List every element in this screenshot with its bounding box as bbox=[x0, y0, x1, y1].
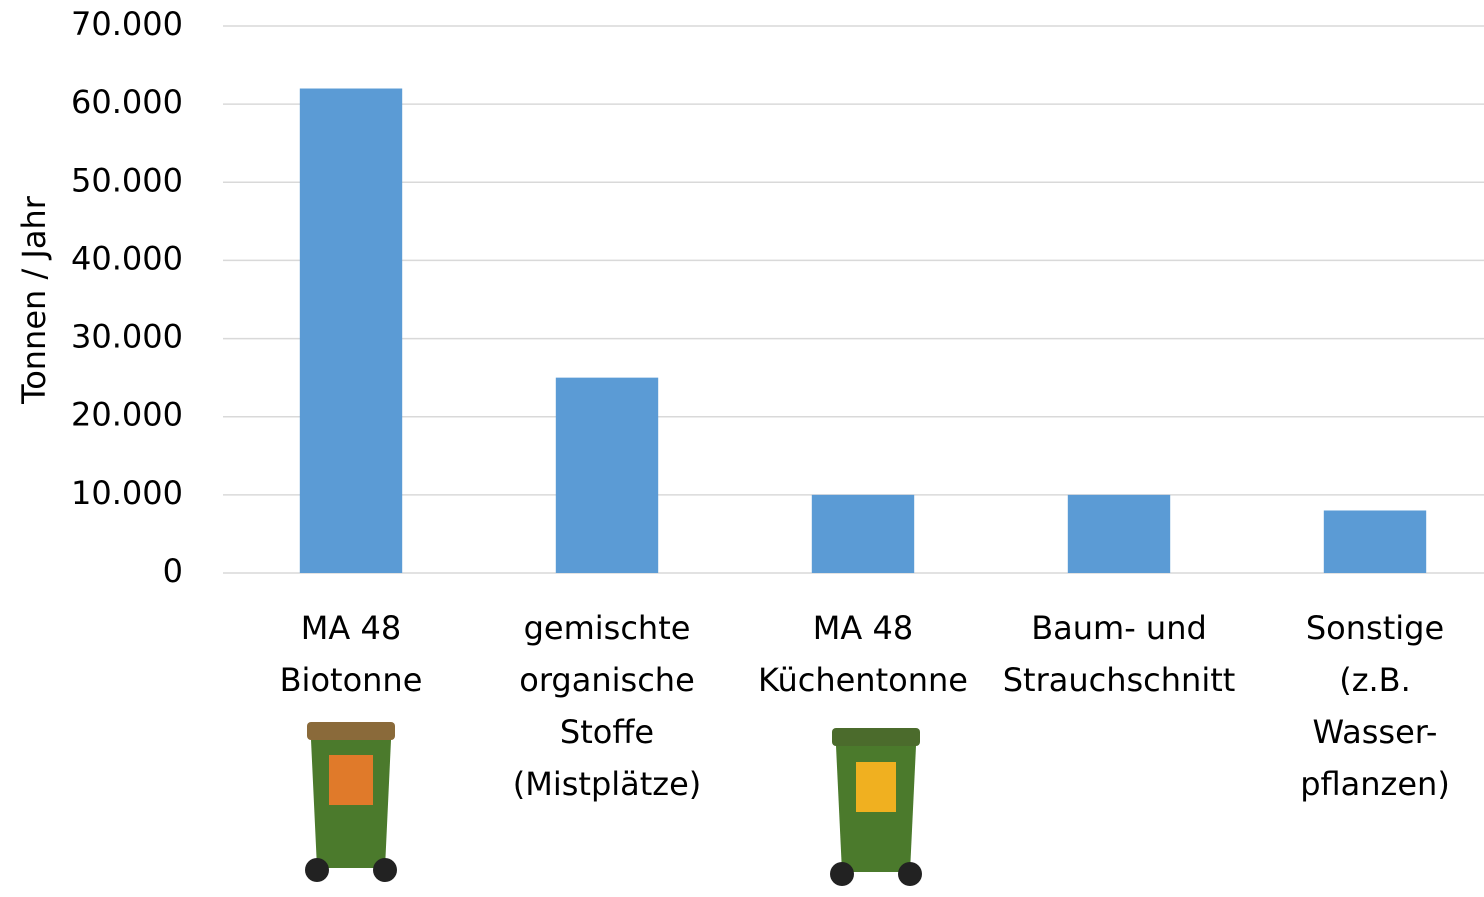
x-tick-label: MA 48 bbox=[301, 609, 401, 647]
x-tick-label: organische bbox=[519, 661, 695, 699]
y-tick-label: 70.000 bbox=[71, 5, 183, 43]
y-tick-label: 10.000 bbox=[71, 474, 183, 512]
x-tick-label: (Mistplätze) bbox=[513, 765, 702, 803]
y-tick-label: 50.000 bbox=[71, 161, 183, 199]
bar bbox=[812, 495, 914, 573]
x-tick-label: Sonstige bbox=[1306, 609, 1444, 647]
x-tick-label: (z.B. bbox=[1339, 661, 1411, 699]
x-tick-label: MA 48 bbox=[813, 609, 913, 647]
x-tick-label: Strauchschnitt bbox=[1003, 661, 1236, 699]
y-tick-label: 20.000 bbox=[71, 396, 183, 434]
y-tick-label: 30.000 bbox=[71, 318, 183, 356]
chart: Tonnen / Jahr 0 10.000 20.000 30.000 40.000 5… bbox=[0, 0, 1484, 893]
bar bbox=[300, 89, 402, 573]
x-tick-label: Biotonne bbox=[280, 661, 423, 699]
bar bbox=[1324, 510, 1426, 573]
bin-icon bbox=[830, 728, 922, 886]
bin-icon bbox=[305, 722, 397, 882]
y-tick-label: 40.000 bbox=[71, 239, 183, 277]
x-tick-label: Stoffe bbox=[560, 713, 654, 751]
x-tick-label: gemischte bbox=[524, 609, 691, 647]
x-tick-label: Wasser- bbox=[1313, 713, 1438, 751]
y-tick-label: 0 bbox=[163, 552, 183, 590]
x-tick-label: Küchentonne bbox=[758, 661, 968, 699]
bar bbox=[1068, 495, 1170, 573]
bar bbox=[556, 378, 658, 573]
y-axis-label: Tonnen / Jahr bbox=[15, 195, 53, 405]
x-tick-label: Baum- und bbox=[1031, 609, 1207, 647]
x-tick-label: pflanzen) bbox=[1300, 765, 1450, 803]
y-tick-label: 60.000 bbox=[71, 83, 183, 121]
